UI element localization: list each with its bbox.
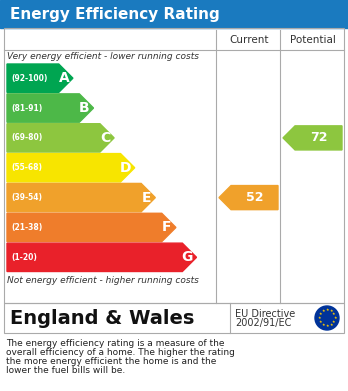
Text: ★: ★: [332, 312, 336, 316]
Text: B: B: [79, 101, 90, 115]
Text: ★: ★: [318, 312, 322, 316]
Text: (81-91): (81-91): [11, 104, 42, 113]
Text: Not energy efficient - higher running costs: Not energy efficient - higher running co…: [7, 276, 199, 285]
Bar: [4, 303, 344, 333]
Text: A: A: [58, 71, 69, 85]
Bar: [0, 0, 348, 28]
Text: E: E: [142, 190, 151, 204]
Polygon shape: [7, 124, 114, 152]
Text: Potential: Potential: [290, 35, 336, 45]
Text: (69-80): (69-80): [11, 133, 42, 142]
Text: (92-100): (92-100): [11, 74, 47, 83]
Text: C: C: [100, 131, 110, 145]
Text: 72: 72: [310, 131, 327, 144]
Text: (39-54): (39-54): [11, 193, 42, 202]
Polygon shape: [7, 213, 176, 242]
Text: ★: ★: [329, 323, 333, 327]
Polygon shape: [7, 64, 73, 92]
Text: G: G: [182, 250, 193, 264]
Text: ★: ★: [321, 323, 325, 327]
Text: overall efficiency of a home. The higher the rating: overall efficiency of a home. The higher…: [6, 348, 235, 357]
Polygon shape: [7, 154, 135, 182]
Text: Very energy efficient - lower running costs: Very energy efficient - lower running co…: [7, 52, 199, 61]
Text: D: D: [120, 161, 132, 175]
Text: EU Directive: EU Directive: [235, 309, 295, 319]
Text: Current: Current: [229, 35, 269, 45]
Polygon shape: [7, 243, 197, 271]
Text: ★: ★: [329, 309, 333, 313]
Text: The energy efficiency rating is a measure of the: The energy efficiency rating is a measur…: [6, 339, 224, 348]
Text: ★: ★: [321, 309, 325, 313]
Text: ★: ★: [332, 320, 336, 324]
Text: (55-68): (55-68): [11, 163, 42, 172]
Bar: [4, 28, 344, 303]
Polygon shape: [283, 126, 342, 150]
Text: lower the fuel bills will be.: lower the fuel bills will be.: [6, 366, 125, 375]
Polygon shape: [219, 186, 278, 210]
Text: F: F: [162, 221, 172, 235]
Text: England & Wales: England & Wales: [10, 308, 195, 328]
Text: (21-38): (21-38): [11, 223, 42, 232]
Polygon shape: [7, 183, 155, 212]
Text: 52: 52: [246, 191, 263, 204]
Text: 2002/91/EC: 2002/91/EC: [235, 318, 291, 328]
Circle shape: [315, 306, 339, 330]
Text: (1-20): (1-20): [11, 253, 37, 262]
Text: ★: ★: [325, 324, 329, 328]
Text: the more energy efficient the home is and the: the more energy efficient the home is an…: [6, 357, 216, 366]
Text: ★: ★: [325, 308, 329, 312]
Text: ★: ★: [333, 316, 337, 320]
Text: Energy Efficiency Rating: Energy Efficiency Rating: [10, 7, 220, 22]
Text: ★: ★: [318, 320, 322, 324]
Polygon shape: [7, 94, 94, 122]
Text: ★: ★: [317, 316, 321, 320]
